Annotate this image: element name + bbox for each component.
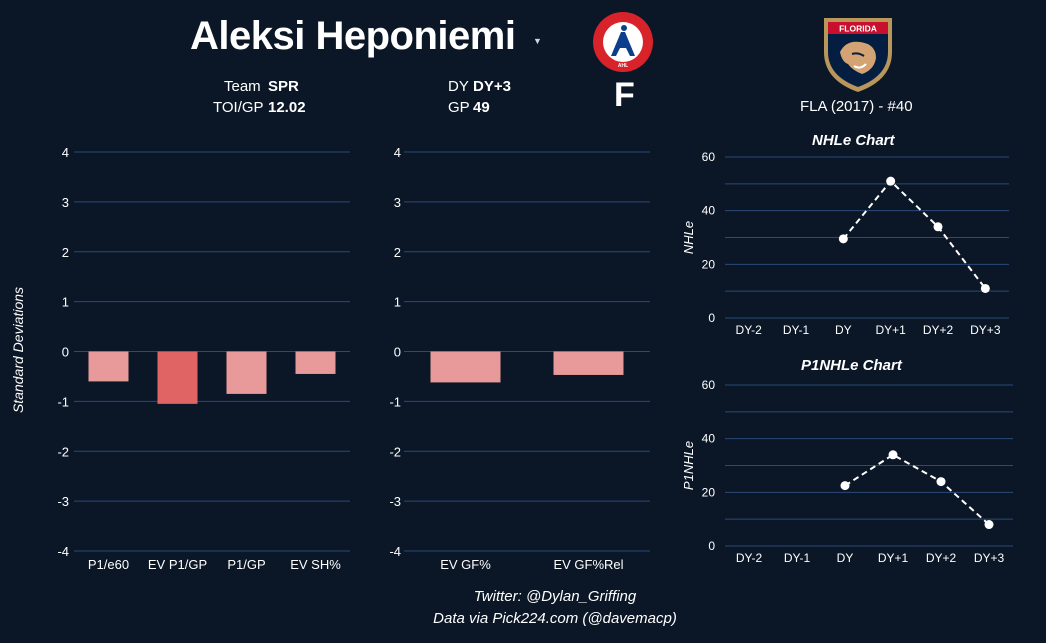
- x-tick-label: DY-2: [736, 323, 763, 337]
- y-tick-label: -1: [57, 394, 69, 409]
- bar: [295, 351, 336, 374]
- y-tick-label: -3: [389, 494, 401, 509]
- x-tick-label: DY+2: [923, 323, 954, 337]
- team-label: Team: [224, 78, 261, 95]
- gp-value: 49: [473, 99, 490, 116]
- twitter-credit: Twitter: @Dylan_Griffing: [473, 588, 637, 605]
- y-tick-label: 3: [394, 195, 401, 210]
- y-tick-label: 60: [702, 378, 716, 392]
- gp-label: GP: [448, 99, 470, 116]
- y-axis-label: Standard Deviations: [10, 286, 26, 414]
- y-tick-label: -2: [57, 444, 69, 459]
- series-line: [842, 179, 987, 290]
- x-tick-label: DY-2: [736, 551, 763, 565]
- x-tick-label: EV GF%: [440, 557, 491, 572]
- bar: [157, 351, 198, 404]
- x-tick-label: DY: [837, 551, 854, 565]
- x-tick-label: DY+2: [926, 551, 957, 565]
- x-tick-label: P1/e60: [88, 557, 129, 572]
- data-point: [980, 283, 990, 293]
- y-tick-label: 3: [62, 195, 69, 210]
- series-line: [844, 453, 990, 526]
- x-tick-label: EV SH%: [290, 557, 341, 572]
- y-tick-label: 4: [62, 145, 69, 160]
- bar: [553, 351, 624, 375]
- y-tick-label: 0: [708, 539, 715, 553]
- florida-panthers-logo: FLORIDA: [824, 18, 892, 92]
- nhle-line-chart: 60 40 20 0 DY-2 DY-1 DY DY+1 DY+2 DY+3 NHLe: [681, 150, 1009, 337]
- data-point: [888, 450, 898, 460]
- team-value: SPR: [268, 78, 299, 95]
- data-point: [838, 234, 848, 244]
- y-tick-label: 4: [394, 145, 401, 160]
- data-source-credit: Data via Pick224.com (@davemacp): [433, 610, 677, 627]
- bar-chart-individual: 4 3 2 1 0 -1 -2 -3 -4 P1/e60 EV P1/GP P1/GP EV SH%: [57, 145, 350, 572]
- toi-label: TOI/GP: [213, 99, 264, 116]
- y-tick-label: 40: [702, 204, 716, 218]
- bar: [430, 351, 501, 383]
- x-tick-label: DY-1: [783, 323, 810, 337]
- y-tick-label: 1: [394, 295, 401, 310]
- draft-info: FLA (2017) - #40: [800, 98, 913, 115]
- data-point: [840, 481, 850, 491]
- fla-logo-text: FLORIDA: [839, 24, 877, 34]
- bar-chart-onice: 4 3 2 1 0 -1 -2 -3 -4 EV GF% EV GF%Rel: [389, 145, 650, 572]
- x-tick-label: DY-1: [784, 551, 811, 565]
- y-tick-label: 20: [702, 485, 716, 499]
- bar: [226, 351, 267, 394]
- data-point: [886, 176, 896, 186]
- y-tick-label: 1: [62, 295, 69, 310]
- x-tick-label: EV P1/GP: [148, 557, 207, 572]
- y-tick-label: 2: [394, 245, 401, 260]
- dropdown-caret-icon[interactable]: ▼: [533, 36, 542, 46]
- x-tick-label: DY+1: [875, 323, 906, 337]
- bar: [88, 351, 129, 382]
- y-tick-label: -2: [389, 444, 401, 459]
- ahl-logo-abbr: AHL: [618, 63, 628, 69]
- dy-value: DY+3: [473, 78, 511, 95]
- y-axis-label: P1NHLe: [681, 441, 696, 490]
- ahl-logo: AHL: [593, 12, 653, 72]
- y-tick-label: 0: [394, 345, 401, 360]
- y-tick-label: 2: [62, 245, 69, 260]
- y-tick-label: -1: [389, 394, 401, 409]
- x-tick-label: DY+3: [974, 551, 1005, 565]
- x-tick-label: DY+3: [970, 323, 1001, 337]
- p1nhle-line-chart: 60 40 20 0 DY-2 DY-1 DY DY+1 DY+2 DY+3 P1NHLe: [681, 378, 1013, 565]
- x-tick-label: DY: [835, 323, 852, 337]
- x-tick-label: P1/GP: [227, 557, 265, 572]
- y-tick-label: -4: [389, 544, 401, 559]
- dy-label: DY: [448, 78, 469, 95]
- nhle-chart-title: NHLe Chart: [812, 132, 895, 149]
- y-tick-label: 60: [702, 150, 716, 164]
- x-tick-label: DY+1: [878, 551, 909, 565]
- player-name: Aleksi Heponiemi: [190, 14, 516, 58]
- data-point: [984, 520, 994, 530]
- data-point: [933, 222, 943, 232]
- p1nhle-chart-title: P1NHLe Chart: [801, 357, 902, 374]
- x-tick-label: EV GF%Rel: [553, 557, 623, 572]
- y-tick-label: -3: [57, 494, 69, 509]
- y-tick-label: 0: [708, 311, 715, 325]
- toi-value: 12.02: [268, 99, 306, 116]
- position-letter: F: [614, 76, 635, 114]
- y-tick-label: 0: [62, 345, 69, 360]
- y-axis-label: NHLe: [681, 221, 696, 254]
- y-tick-label: 20: [702, 257, 716, 271]
- y-tick-label: 40: [702, 432, 716, 446]
- y-tick-label: -4: [57, 544, 69, 559]
- data-point: [936, 477, 946, 487]
